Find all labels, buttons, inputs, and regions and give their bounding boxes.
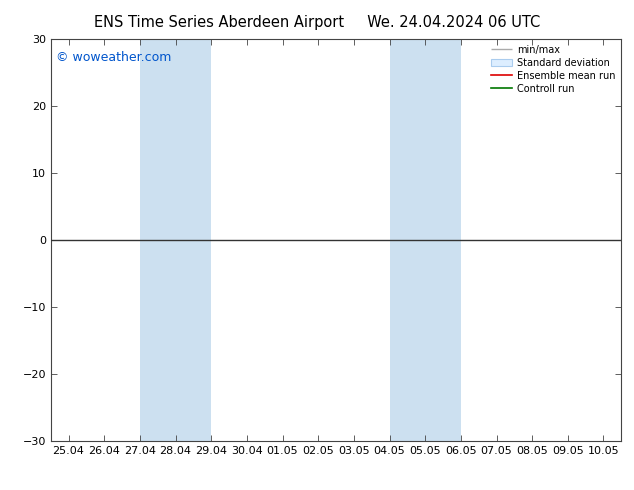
Bar — [389, 39, 461, 441]
Bar — [140, 39, 211, 441]
Legend: min/max, Standard deviation, Ensemble mean run, Controll run: min/max, Standard deviation, Ensemble me… — [487, 41, 619, 98]
Text: © woweather.com: © woweather.com — [56, 51, 172, 64]
Text: ENS Time Series Aberdeen Airport     We. 24.04.2024 06 UTC: ENS Time Series Aberdeen Airport We. 24.… — [94, 15, 540, 30]
